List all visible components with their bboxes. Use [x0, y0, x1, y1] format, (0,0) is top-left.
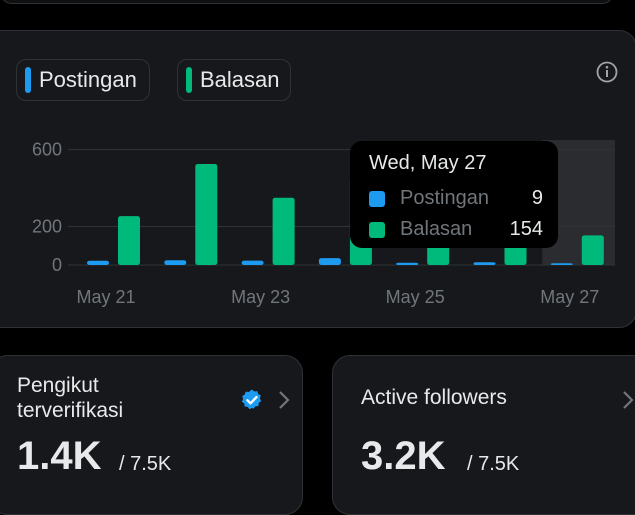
bar-postingan[interactable]: [241, 260, 264, 265]
tooltip-date: Wed, May 27: [369, 152, 487, 174]
verified-followers-title: Pengikut terverifikasi: [17, 373, 123, 423]
tooltip-row-posts: Postingan 9: [369, 186, 543, 212]
tooltip-replies-swatch: [369, 222, 385, 238]
bar-balasan[interactable]: [118, 216, 140, 265]
verified-followers-total: / 7.5K: [119, 453, 172, 475]
previous-card: [0, 0, 614, 4]
chart-tooltip: Wed, May 27 Postingan 9 Balasan 154: [350, 141, 558, 248]
tooltip-replies-label: Balasan: [400, 218, 473, 240]
y-tick-label: 0: [52, 255, 62, 275]
y-tick-label: 200: [32, 217, 62, 237]
x-tick-label: May 25: [386, 287, 445, 307]
posts-swatch: [25, 67, 31, 93]
bar-postingan[interactable]: [550, 263, 573, 265]
active-followers-title: Active followers: [361, 386, 507, 409]
x-tick-label: May 21: [76, 287, 135, 307]
legend-posts-toggle[interactable]: Postingan: [16, 59, 150, 101]
verified-followers-card[interactable]: Pengikut terverifikasi 1.4K / 7.5K: [0, 355, 303, 515]
bar-postingan[interactable]: [396, 262, 419, 265]
info-icon[interactable]: [596, 61, 618, 83]
bar-postingan[interactable]: [164, 260, 187, 265]
legend-replies-toggle[interactable]: Balasan: [177, 59, 291, 101]
active-followers-card[interactable]: Active followers 3.2K / 7.5K: [332, 355, 635, 515]
bar-balasan[interactable]: [581, 235, 604, 265]
bar-postingan[interactable]: [87, 260, 109, 265]
legend-replies-label: Balasan: [200, 67, 280, 92]
x-tick-label: May 27: [540, 287, 599, 307]
bar-postingan[interactable]: [473, 262, 496, 265]
tooltip-posts-label: Postingan: [400, 187, 489, 209]
tooltip-posts-swatch: [369, 191, 385, 207]
tooltip-posts-value: 9: [531, 187, 543, 209]
tooltip-replies-value: 154: [509, 218, 543, 240]
verified-title-line1: Pengikut: [17, 374, 99, 397]
verified-title-line2: terverifikasi: [17, 399, 124, 422]
y-tick-label: 600: [32, 140, 62, 160]
verified-badge-icon: [241, 389, 262, 410]
verified-followers-value: 1.4K: [17, 434, 102, 478]
chevron-right-icon: [279, 391, 290, 409]
bar-balasan[interactable]: [195, 164, 218, 265]
replies-swatch: [186, 67, 192, 93]
x-tick-label: May 23: [231, 287, 290, 307]
legend-posts-label: Postingan: [39, 67, 137, 92]
bar-balasan[interactable]: [272, 197, 295, 265]
active-followers-value: 3.2K: [361, 434, 446, 478]
bar-postingan[interactable]: [318, 258, 341, 265]
tooltip-row-replies: Balasan 154: [369, 217, 543, 243]
chevron-right-icon: [623, 391, 634, 409]
active-followers-total: / 7.5K: [467, 453, 520, 475]
